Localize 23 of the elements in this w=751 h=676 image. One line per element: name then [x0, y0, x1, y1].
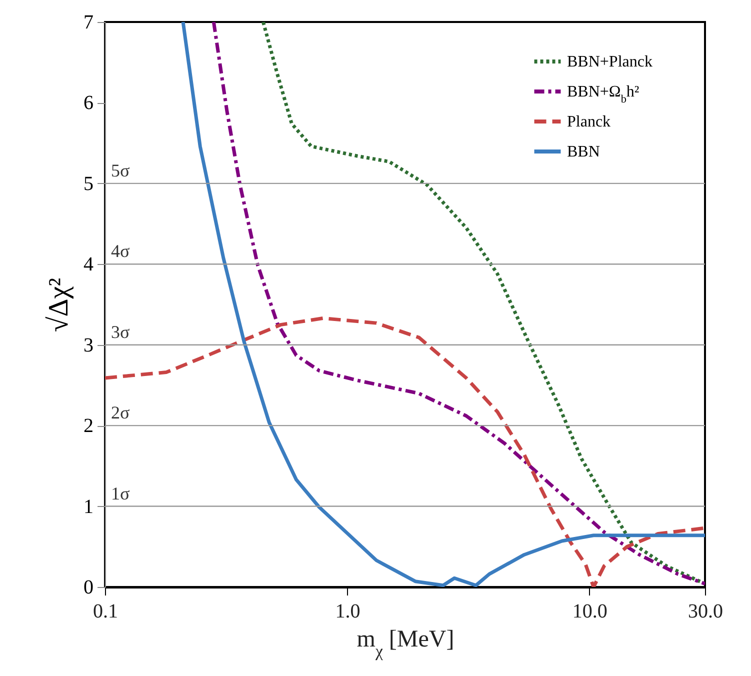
x-tick-label: 10.0: [572, 600, 608, 622]
legend-label: BBN: [567, 144, 600, 160]
y-tick-label: 7: [84, 12, 94, 34]
y-tick-label: 0: [84, 576, 94, 598]
y-tick-label: 5: [84, 172, 94, 195]
legend-label: Planck: [567, 114, 611, 130]
x-tick-label: 1.0: [335, 600, 360, 622]
ref-line-label: 2σ: [111, 402, 130, 423]
y-tick-label: 1: [84, 496, 94, 518]
ref-line-label: 3σ: [111, 322, 130, 342]
y-tick-label: 2: [84, 415, 94, 438]
y-axis-title: √Δχ²: [44, 278, 74, 332]
y-tick-label: 3: [84, 334, 94, 356]
ref-line-label: 1σ: [111, 483, 130, 504]
ref-line-label: 4σ: [111, 241, 130, 262]
x-axis-title: m$_{χ}$ [MeV]: [356, 626, 454, 660]
legend-label: BBN+Ω$_{b}$h²: [567, 84, 640, 106]
y-tick-label: 4: [84, 254, 94, 276]
x-tick-label: 30.0: [688, 600, 723, 622]
ref-line-label: 5σ: [111, 160, 130, 180]
legend-label: BBN+Planck: [567, 54, 652, 70]
x-tick-label: 0.1: [93, 600, 118, 622]
y-tick-label: 6: [84, 92, 94, 114]
